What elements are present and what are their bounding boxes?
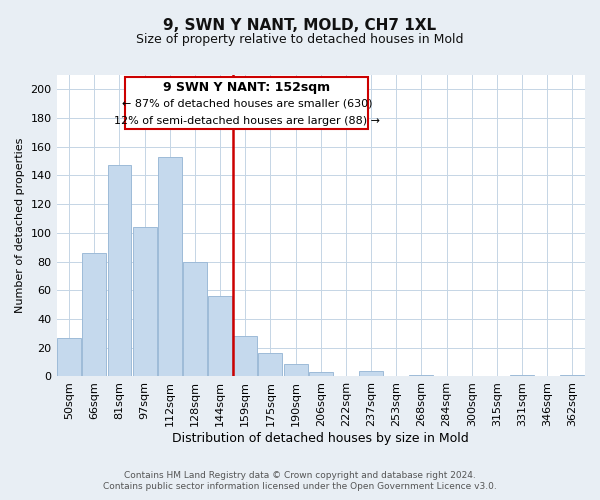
Bar bbox=[183, 262, 207, 376]
Bar bbox=[208, 296, 232, 376]
Text: Size of property relative to detached houses in Mold: Size of property relative to detached ho… bbox=[136, 32, 464, 46]
Bar bbox=[284, 364, 308, 376]
Bar bbox=[82, 253, 106, 376]
Bar bbox=[259, 354, 283, 376]
Bar bbox=[57, 338, 81, 376]
Text: ← 87% of detached houses are smaller (630): ← 87% of detached houses are smaller (63… bbox=[122, 99, 372, 109]
Bar bbox=[510, 375, 534, 376]
Bar bbox=[409, 375, 433, 376]
Bar bbox=[560, 375, 584, 376]
Y-axis label: Number of detached properties: Number of detached properties bbox=[15, 138, 25, 314]
Text: 9 SWN Y NANT: 152sqm: 9 SWN Y NANT: 152sqm bbox=[163, 80, 331, 94]
Text: Contains HM Land Registry data © Crown copyright and database right 2024.: Contains HM Land Registry data © Crown c… bbox=[124, 471, 476, 480]
Bar bbox=[309, 372, 333, 376]
Bar bbox=[158, 157, 182, 376]
Bar bbox=[233, 336, 257, 376]
Text: 12% of semi-detached houses are larger (88) →: 12% of semi-detached houses are larger (… bbox=[114, 116, 380, 126]
Text: Contains public sector information licensed under the Open Government Licence v3: Contains public sector information licen… bbox=[103, 482, 497, 491]
Text: 9, SWN Y NANT, MOLD, CH7 1XL: 9, SWN Y NANT, MOLD, CH7 1XL bbox=[163, 18, 437, 32]
FancyBboxPatch shape bbox=[125, 76, 368, 130]
X-axis label: Distribution of detached houses by size in Mold: Distribution of detached houses by size … bbox=[172, 432, 469, 445]
Bar bbox=[359, 370, 383, 376]
Bar bbox=[133, 227, 157, 376]
Bar bbox=[107, 166, 131, 376]
